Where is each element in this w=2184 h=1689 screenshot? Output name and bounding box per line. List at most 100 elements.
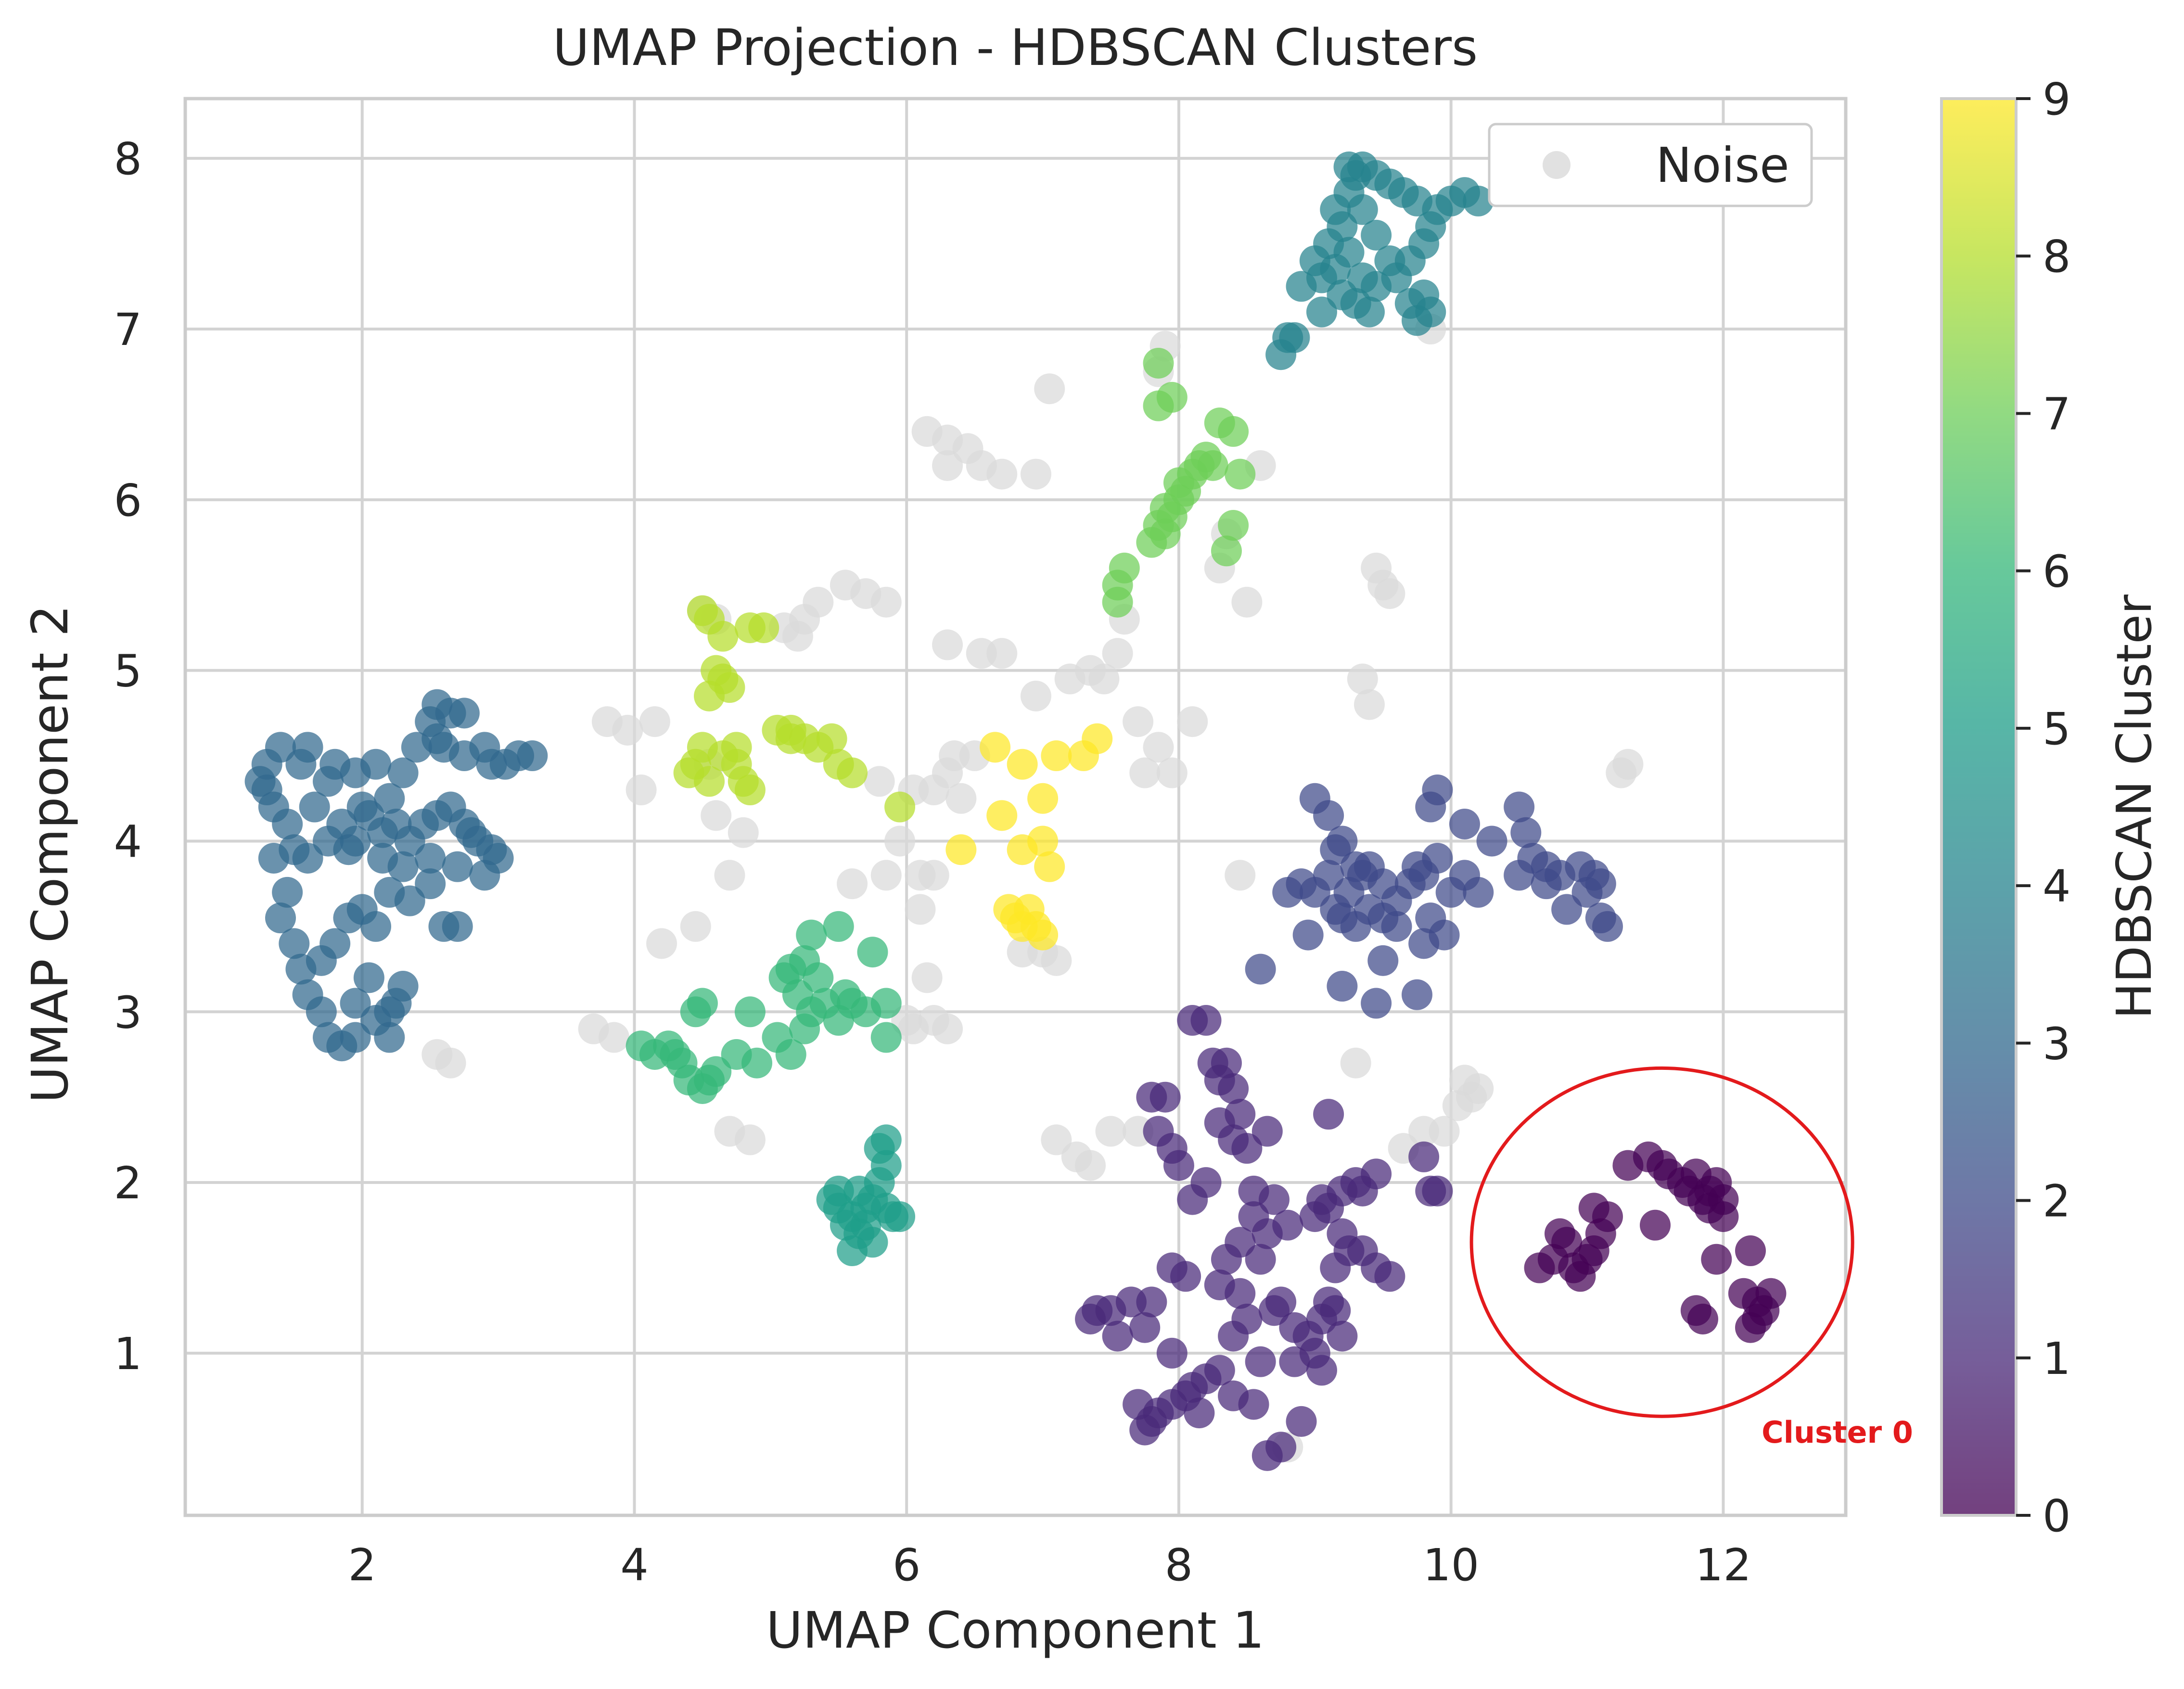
data-point: [837, 1235, 868, 1267]
data-point: [1218, 1073, 1249, 1104]
data-point: [415, 868, 446, 900]
data-point: [823, 1175, 854, 1206]
data-point: [870, 860, 902, 891]
data-point: [748, 612, 779, 643]
data-point: [1143, 347, 1174, 379]
data-point: [870, 586, 902, 618]
data-point: [1129, 757, 1161, 788]
cluster-series: [1245, 775, 1623, 1019]
data-point: [1327, 279, 1358, 311]
data-point: [1088, 663, 1120, 695]
data-point: [1476, 825, 1507, 857]
data-point: [1578, 1193, 1609, 1224]
y-tick-label: 8: [114, 133, 142, 185]
data-point: [1225, 860, 1256, 891]
data-point: [884, 791, 916, 823]
data-point: [1129, 1414, 1161, 1446]
data-point: [1374, 578, 1405, 609]
data-point: [1041, 945, 1072, 976]
legend[interactable]: Noise: [1488, 123, 1813, 207]
x-tick-label: 6: [893, 1539, 921, 1591]
cluster-series: [626, 911, 902, 1104]
data-point: [646, 928, 677, 959]
colorbar-frame: [1940, 97, 2018, 1517]
data-point: [1320, 834, 1351, 865]
data-point: [1327, 1321, 1358, 1352]
y-tick-label: 1: [114, 1328, 142, 1380]
data-point: [1354, 296, 1385, 328]
data-point: [1504, 791, 1535, 823]
data-point: [1143, 732, 1174, 763]
colorbar-gradient: [1941, 99, 2016, 1515]
data-point: [1197, 450, 1228, 481]
data-point: [918, 860, 949, 891]
data-point: [707, 621, 739, 652]
data-point: [612, 714, 643, 746]
data-point: [687, 988, 718, 1019]
data-point: [660, 1039, 691, 1070]
y-axis-label: UMAP Component 2: [21, 605, 79, 1103]
data-point: [1510, 817, 1542, 848]
colorbar-tick-label: 8: [2043, 231, 2071, 282]
data-point: [1708, 1201, 1739, 1232]
data-point: [1401, 979, 1432, 1010]
colorbar-tick-label: 0: [2043, 1490, 2071, 1542]
data-point: [374, 783, 405, 814]
data-point: [272, 808, 303, 839]
data-point: [353, 962, 384, 993]
data-point: [1245, 1346, 1276, 1377]
data-point: [1075, 1150, 1106, 1181]
data-point: [1286, 868, 1317, 900]
data-point: [1238, 1389, 1269, 1420]
data-point: [884, 825, 916, 857]
plot-frame: [183, 97, 1848, 1517]
data-point: [626, 775, 657, 806]
data-point: [1585, 868, 1616, 900]
data-point: [1218, 416, 1249, 447]
data-point: [1687, 1303, 1718, 1334]
data-point: [1408, 1141, 1440, 1172]
data-point: [986, 638, 1018, 669]
data-point: [442, 911, 473, 942]
data-point: [1742, 1303, 1773, 1334]
data-point: [469, 860, 500, 891]
data-point: [870, 988, 902, 1019]
data-point: [1735, 1235, 1766, 1267]
data-point: [1027, 825, 1059, 857]
data-point: [898, 1013, 929, 1044]
x-tick-label: 10: [1423, 1539, 1479, 1591]
data-point: [1082, 723, 1113, 754]
data-point: [1504, 860, 1535, 891]
data-point: [1340, 911, 1371, 942]
data-point: [639, 706, 670, 737]
data-point: [1007, 937, 1038, 968]
data-point: [687, 595, 718, 626]
data-point: [945, 783, 977, 814]
data-point: [1149, 518, 1181, 549]
data-point: [1041, 740, 1072, 772]
data-point: [340, 988, 371, 1019]
data-point: [517, 740, 548, 772]
colorbar-label: HDBSCAN Cluster: [2106, 594, 2162, 1019]
data-point: [1306, 1355, 1337, 1386]
data-point: [1374, 1261, 1405, 1292]
data-point: [1075, 1303, 1106, 1334]
data-point: [1292, 919, 1324, 951]
data-point: [796, 919, 827, 951]
data-point: [1279, 322, 1310, 353]
data-point: [1225, 458, 1256, 490]
data-point: [1265, 1286, 1297, 1318]
data-point: [1252, 1116, 1283, 1147]
data-point: [701, 1056, 732, 1087]
y-tick-label: 7: [114, 304, 142, 356]
data-point: [734, 775, 766, 806]
data-point: [1347, 663, 1378, 695]
data-point: [1531, 868, 1562, 900]
data-point: [1361, 1158, 1392, 1190]
data-point: [1755, 1278, 1787, 1309]
data-point: [1306, 296, 1337, 328]
data-point: [1606, 757, 1637, 788]
legend-box: [1488, 123, 1813, 207]
data-point: [1211, 1244, 1242, 1275]
